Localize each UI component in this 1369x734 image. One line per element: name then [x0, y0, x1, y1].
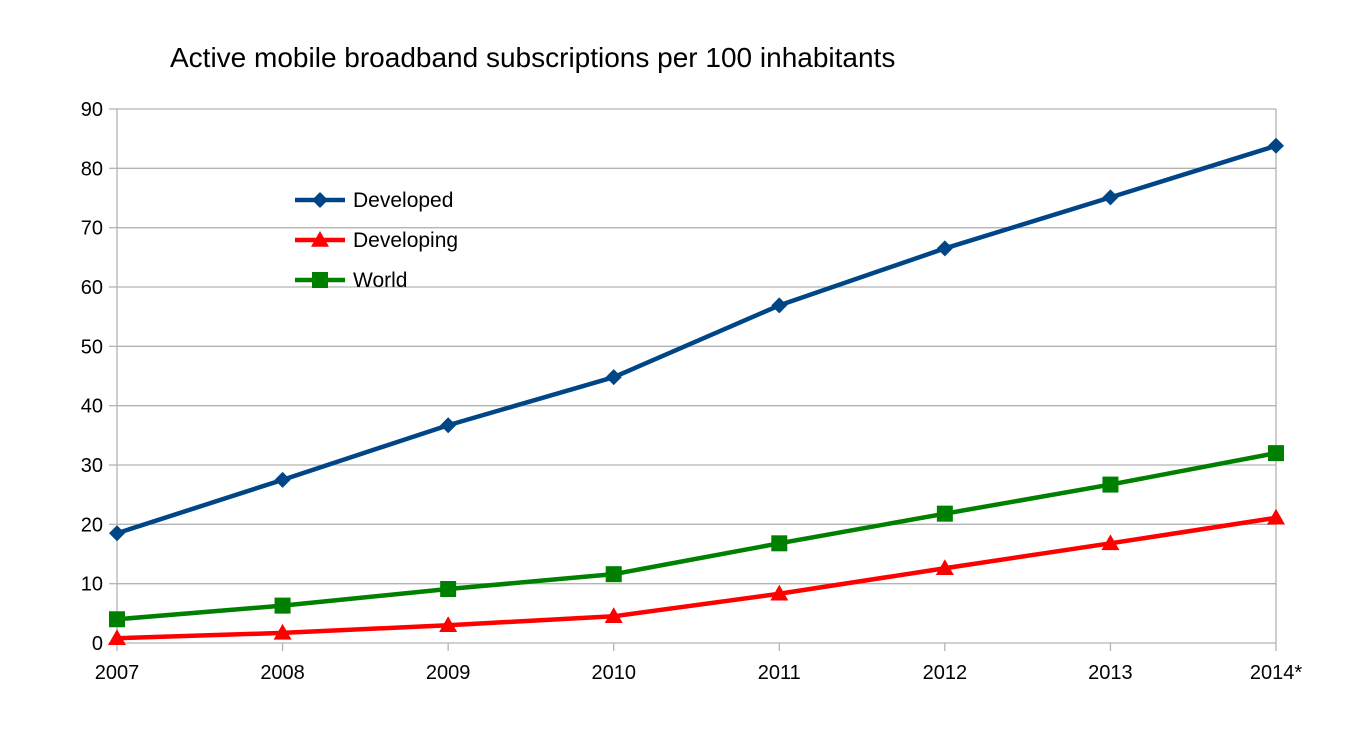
data-point-world [936, 505, 953, 522]
series-developing [108, 508, 1285, 646]
data-point-developing [770, 584, 789, 601]
legend-item-developed: Developed [295, 189, 453, 212]
data-point-developing [935, 559, 954, 575]
y-tick-label: 10 [81, 574, 103, 596]
chart-title: Active mobile broadband subscriptions pe… [170, 42, 895, 73]
x-tick-label: 2008 [260, 662, 305, 684]
y-tick-label: 40 [81, 396, 103, 418]
x-tick-label: 2013 [1088, 662, 1133, 684]
data-point-developing [108, 629, 126, 646]
legend-label: Developed [353, 189, 453, 212]
legend-item-developing: Developing [295, 229, 458, 252]
x-tick-label: 2009 [426, 662, 471, 684]
y-tick-label: 30 [81, 455, 103, 477]
series-line-developed [116, 143, 1277, 536]
data-point-world [109, 611, 125, 628]
x-tick-label: 2014* [1250, 662, 1302, 684]
data-point-developing [1101, 534, 1120, 551]
series-developed [109, 137, 1284, 542]
legend-label: Developing [353, 229, 458, 252]
legend-label: World [353, 269, 407, 292]
data-point-world [440, 581, 457, 598]
series-line-developing [116, 515, 1277, 641]
axes: 0 10 20 30 40 50 60 70 80 90 2007 2008 2009 2010 2011 2… [81, 99, 1303, 684]
y-tick-label: 70 [81, 218, 103, 240]
data-point-developed [1102, 189, 1119, 206]
data-point-developed [605, 369, 622, 386]
data-point-world [274, 597, 291, 614]
data-point-developing [439, 616, 458, 632]
data-point-developing [604, 607, 623, 624]
legend-marker [312, 272, 328, 288]
y-tick-label: 90 [81, 99, 103, 121]
x-tick-label: 2007 [95, 662, 140, 684]
data-point-developed [936, 240, 953, 257]
gridlines [117, 108, 1276, 585]
x-tick-label: 2011 [758, 662, 801, 684]
y-tick-label: 50 [81, 336, 103, 358]
data-point-developing [273, 623, 292, 640]
x-tick-label: 2012 [923, 662, 968, 684]
data-point-developed [440, 417, 457, 434]
data-point-developed [771, 297, 788, 314]
data-point-developed [1268, 137, 1284, 154]
data-point-developing [1267, 508, 1285, 525]
series-group [108, 137, 1285, 646]
data-point-developed [274, 471, 291, 488]
data-point-world [1268, 445, 1284, 462]
legend-marker [312, 192, 328, 208]
legend-marker [311, 231, 329, 247]
y-tick-label: 0 [92, 633, 103, 655]
data-point-world [1102, 476, 1119, 493]
data-point-developed [109, 525, 125, 542]
series-line-world [116, 450, 1277, 622]
y-tick-label: 20 [81, 514, 103, 536]
y-tick-label: 80 [81, 158, 103, 180]
x-tick-label: 2010 [591, 662, 636, 684]
y-tick-label: 60 [81, 277, 103, 299]
legend: Developed Developing World [295, 189, 458, 292]
data-point-world [771, 535, 788, 552]
data-point-world [605, 566, 622, 583]
legend-item-world: World [295, 269, 407, 292]
series-world [109, 445, 1284, 628]
